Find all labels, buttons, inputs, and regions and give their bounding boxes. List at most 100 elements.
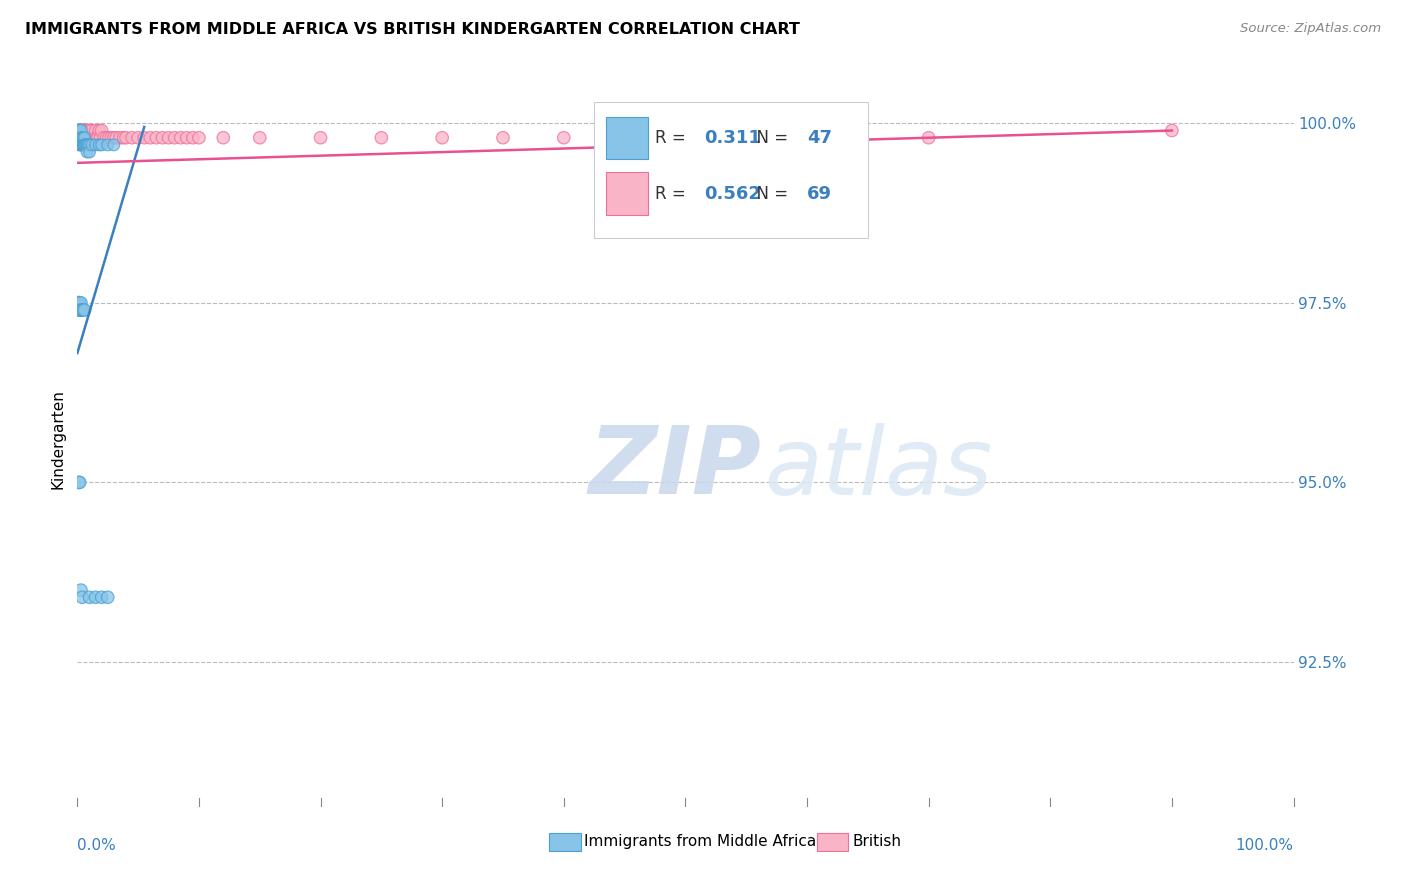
Point [70,303,93,318]
FancyBboxPatch shape [817,833,848,852]
Point [90,591,112,605]
Point [86,130,108,145]
Point [370,130,392,145]
Point [87,130,110,145]
Point [90,137,112,152]
Point [82,130,104,145]
Point [170,130,193,145]
Text: 69: 69 [807,185,832,202]
Text: British: British [852,834,901,849]
Point [77,137,100,152]
Point [139,130,162,145]
Point [90,123,112,137]
Text: N =: N = [747,128,793,146]
Point [69,137,91,152]
Point [97,591,120,605]
Point [69,303,91,318]
Point [103,130,125,145]
Point [69,475,91,490]
Point [70,583,93,598]
Point [73,123,96,137]
FancyBboxPatch shape [606,172,648,215]
Point [72,130,94,145]
Point [89,137,111,152]
Point [75,123,97,137]
Text: 0.311: 0.311 [703,128,761,146]
Point [69,296,91,310]
Text: 0.0%: 0.0% [77,838,117,853]
Point [127,130,149,145]
Point [100,130,122,145]
Point [176,130,198,145]
Point [69,123,91,137]
Point [613,130,636,145]
Point [69,130,91,145]
FancyBboxPatch shape [595,102,868,238]
Point [69,130,91,145]
Point [67,123,90,137]
Point [89,123,111,137]
Point [675,130,697,145]
Text: Source: ZipAtlas.com: Source: ZipAtlas.com [1240,22,1381,36]
Text: R =: R = [655,128,690,146]
Point [67,130,90,145]
Point [72,123,94,137]
Point [93,130,115,145]
Point [112,130,135,145]
Point [163,130,186,145]
Point [80,123,103,137]
Point [75,130,97,145]
Point [76,130,98,145]
Point [73,303,96,318]
Point [115,130,138,145]
Point [70,123,93,137]
Point [79,145,101,159]
Point [72,123,94,137]
Point [80,130,103,145]
Point [67,303,90,318]
Point [70,130,93,145]
Point [84,137,107,152]
Point [309,130,332,145]
Point [70,296,93,310]
Point [73,130,96,145]
Point [75,137,97,152]
Point [70,303,93,318]
Point [96,130,118,145]
Point [75,123,97,137]
Point [918,130,941,145]
Point [97,130,120,145]
Point [103,137,125,152]
Point [157,130,180,145]
Point [83,130,105,145]
Point [76,145,98,159]
Point [70,591,93,605]
Point [80,137,103,152]
Text: 0.562: 0.562 [703,185,761,202]
Point [97,137,120,152]
Point [70,123,93,137]
Point [70,130,93,145]
Text: ZIP: ZIP [588,422,761,514]
Point [152,130,174,145]
Point [212,130,235,145]
Point [79,591,101,605]
Point [77,123,100,137]
Point [553,130,575,145]
Point [69,137,91,152]
Point [70,123,93,137]
Point [70,130,93,145]
Point [89,130,111,145]
Point [70,137,93,152]
Point [72,130,94,145]
FancyBboxPatch shape [550,833,581,852]
Point [145,130,167,145]
Point [70,137,93,152]
Point [76,137,98,152]
Point [77,130,100,145]
FancyBboxPatch shape [606,117,648,160]
Text: R =: R = [655,185,690,202]
Point [67,475,90,490]
Point [75,137,97,152]
Point [70,137,93,152]
